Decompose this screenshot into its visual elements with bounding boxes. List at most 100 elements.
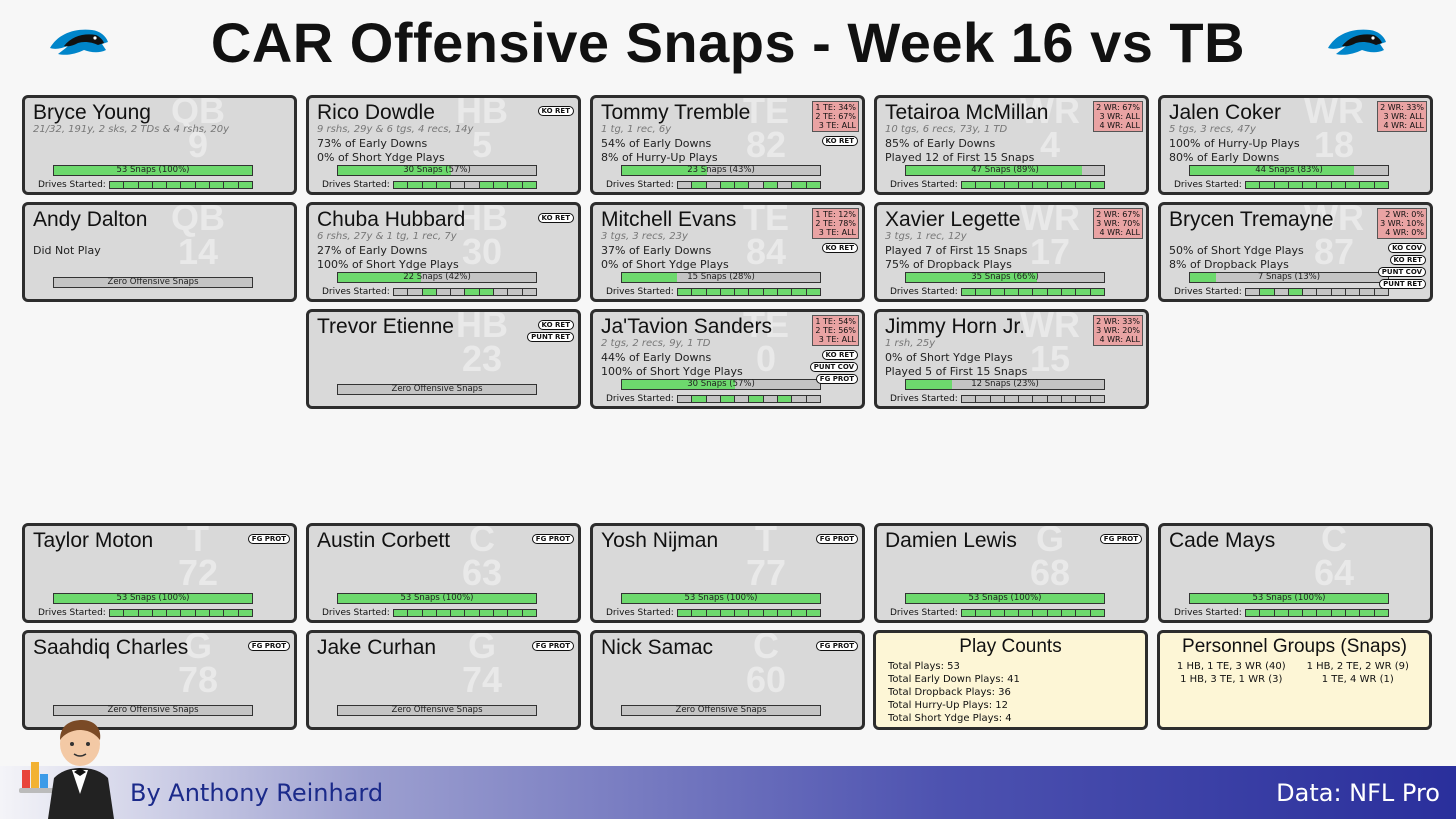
drive-cell [1246, 182, 1261, 188]
position-watermark: HB 5 [442, 95, 522, 165]
drive-cell [763, 610, 779, 616]
snap-bar: Zero Offensive Snaps [621, 705, 821, 716]
special-teams-tags: FG PROT [531, 641, 574, 651]
special-teams-tags: FG PROT [815, 534, 858, 544]
player-name: Brycen Tremayne [1169, 208, 1334, 231]
drive-cell [706, 396, 721, 402]
stat-line: 1 tg, 1 rec, 6y [601, 124, 672, 135]
position-watermark: HB 23 [442, 312, 522, 377]
drive-cell [394, 289, 409, 295]
drive-cell [1346, 182, 1361, 188]
drive-cell [1374, 289, 1388, 295]
drives-label: Drives Started: [606, 394, 674, 404]
special-teams-tag: KO RET [537, 213, 574, 223]
drive-cell [195, 182, 211, 188]
drive-cell [735, 396, 750, 402]
drives-started [961, 181, 1105, 189]
position-label: G [1035, 523, 1064, 559]
package-rates: 1 TE: 54% 2 TE: 56% 3 TE: ALL [812, 315, 859, 346]
player-name: Jalen Coker [1169, 101, 1282, 124]
drive-cell [1288, 289, 1304, 295]
snap-bar: 15 Snaps (28%) [621, 272, 821, 283]
drive-cell [990, 610, 1005, 616]
stat-line: 10 tgs, 6 recs, 73y, 1 TD [885, 124, 1008, 135]
snap-bar: 53 Snaps (100%) [905, 593, 1105, 604]
position-label: WR [1020, 309, 1080, 345]
drive-cell [1260, 182, 1275, 188]
drive-cell [494, 182, 509, 188]
player-card: QB 9 Bryce Young 21/32, 191y, 2 sks, 2 TDs … [22, 95, 297, 195]
jersey-number: 68 [1029, 552, 1071, 593]
jersey-number: 74 [461, 659, 503, 700]
snap-bar: 35 Snaps (66%) [905, 272, 1105, 283]
drive-cell [806, 610, 820, 616]
drive-cell [451, 610, 466, 616]
special-teams-tag: FG PROT [247, 534, 290, 544]
snap-count: 15 Snaps (28%) [687, 272, 755, 282]
special-teams-tag: KO RET [821, 350, 858, 360]
player-card: HB 23 Trevor Etienne Zero Offensive Snaps KO… [306, 309, 581, 409]
drives-started [1245, 181, 1389, 189]
drive-cell [494, 610, 509, 616]
snap-bar: 22 Snaps (42%) [337, 272, 537, 283]
position-watermark: C 64 [1294, 526, 1374, 591]
position-label: C [469, 523, 495, 559]
jersey-number: 14 [177, 231, 219, 272]
drive-cell [1076, 610, 1091, 616]
drives-started [961, 395, 1105, 403]
drive-cell [1303, 182, 1318, 188]
drive-cell [238, 182, 252, 188]
package-rate: 3 WR: 10% [1380, 219, 1424, 228]
drive-cell [749, 289, 764, 295]
personnel-list: 1 HB, 1 TE, 3 WR (40) 1 HB, 2 TE, 2 WR (… [1168, 660, 1421, 686]
player-name: Damien Lewis [885, 529, 1017, 552]
position-label: HB [456, 95, 508, 131]
drives-label: Drives Started: [890, 287, 958, 297]
drives-label: Drives Started: [38, 608, 106, 618]
player-name: Jimmy Horn Jr. [885, 315, 1026, 338]
player-card: WR 15 Jimmy Horn Jr. 1 rsh, 25y 0% of Short … [874, 309, 1149, 409]
drive-cell [778, 182, 793, 188]
package-rate: 3 TE: ALL [818, 335, 856, 344]
usage-line: Played 12 of First 15 Snaps [885, 151, 1035, 164]
drive-cell [138, 182, 153, 188]
stat-line: 1 rsh, 25y [885, 338, 936, 349]
drive-cell [508, 182, 523, 188]
drive-cell [1260, 289, 1275, 295]
snap-bar: Zero Offensive Snaps [53, 277, 253, 288]
jersey-number: 17 [1029, 231, 1071, 272]
player-card: G 74 Jake Curhan Zero Offensive Snaps FG PRO… [306, 630, 581, 730]
special-teams-tag: FG PROT [815, 534, 858, 544]
drive-cell [962, 289, 977, 295]
drive-cell [792, 610, 807, 616]
play-count-line: Total Early Down Plays: 41 [888, 674, 1020, 685]
position-label: T [755, 523, 777, 559]
drive-cell [1062, 289, 1077, 295]
drive-cell [195, 610, 211, 616]
snap-count: 22 Snaps (42%) [403, 272, 471, 282]
personnel-group: 1 HB, 1 TE, 3 WR (40) [1176, 661, 1286, 672]
play-count-line: Total Plays: 53 [888, 661, 960, 672]
special-teams-tags: KO RET PUNT RET [527, 320, 574, 342]
drive-cell [792, 396, 807, 402]
package-rate: 3 WR: ALL [1383, 112, 1424, 121]
position-watermark: QB 14 [158, 205, 238, 272]
special-teams-tags: KO COV KO RET PUNT COV PUNT RET [1377, 243, 1426, 289]
drive-cell [806, 182, 820, 188]
drive-cell [678, 396, 693, 402]
snap-bar: 53 Snaps (100%) [1189, 593, 1389, 604]
drive-cell [778, 396, 793, 402]
author-byline: By Anthony Reinhard [130, 779, 384, 807]
stat-line: 5 tgs, 3 recs, 47y [1169, 124, 1256, 135]
position-label: WR [1020, 95, 1080, 131]
usage-line: 8% of Hurry-Up Plays [601, 151, 718, 164]
player-card: C 60 Nick Samac Zero Offensive Snaps FG PROT [590, 630, 865, 730]
jersey-number: 84 [745, 231, 787, 272]
drive-cell [422, 182, 437, 188]
drive-cell [465, 610, 480, 616]
jersey-number: 5 [471, 124, 493, 165]
drive-cell [1274, 610, 1289, 616]
drives-label: Drives Started: [890, 394, 958, 404]
snap-fill [622, 166, 708, 175]
jersey-number: 60 [745, 659, 787, 700]
